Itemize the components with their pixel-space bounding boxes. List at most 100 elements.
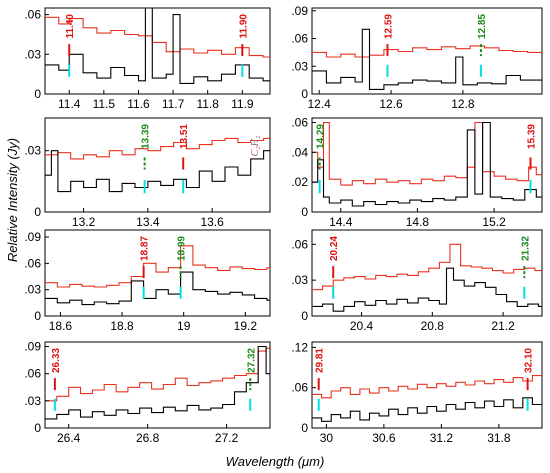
x-tick-label: 12.8	[451, 97, 475, 111]
y-tick-label: 0	[34, 421, 41, 435]
x-tick-label: 14.8	[406, 215, 430, 229]
x-tick-label: 26.8	[136, 431, 160, 445]
x-tick-label: 19.2	[234, 319, 258, 333]
series-red	[45, 137, 270, 160]
series-black	[312, 267, 542, 312]
series-black	[45, 345, 270, 420]
x-tick-label: 12.6	[379, 97, 403, 111]
x-tick-label: 11.4	[58, 97, 81, 111]
x-tick-label: 20.8	[421, 319, 445, 333]
y-tick-label: .04	[291, 145, 308, 159]
y-tick-label: .06	[291, 237, 308, 251]
series-black	[312, 121, 542, 207]
marker-label-27.32: 27.32	[246, 348, 257, 373]
x-tick-label: 19	[177, 319, 191, 333]
x-axis-title: Wavelength (μm)	[226, 454, 325, 469]
marker-label-13.39: 13.39	[141, 124, 152, 149]
x-tick-label: 11.7	[162, 97, 185, 111]
marker-label-32.10: 32.10	[524, 348, 535, 373]
x-tick-label: 30	[320, 431, 334, 445]
series-black	[312, 28, 542, 90]
y-tick-label: .06	[24, 256, 41, 270]
panel-frame	[311, 117, 543, 213]
panel-6: 20.24 21.32 20.4 20.8 21.2 0 .03 .06	[291, 229, 543, 333]
panel-2: 12.59 12.85 12.4 12.6 12.8 0 .03 .06 .09	[291, 4, 543, 111]
panel-8: 29.81 32.10 30 30.6 31.2 31.8 0 .06 .12	[291, 340, 543, 445]
y-tick-label: .02	[291, 175, 308, 189]
y-tick-label: 0	[34, 205, 41, 219]
x-tick-label: 31.8	[487, 431, 511, 445]
y-tick-label: .06	[291, 381, 308, 395]
series-red	[45, 347, 270, 402]
series-red	[312, 243, 542, 291]
marker-label-21.32: 21.32	[520, 236, 531, 261]
y-tick-label: .03	[24, 283, 41, 297]
x-tick-label: 21.2	[491, 319, 515, 333]
marker-label-18.99: 18.99	[177, 236, 188, 261]
y-tick-label: .03	[24, 47, 41, 61]
x-tick-label: 13.4	[136, 215, 160, 229]
y-tick-label: .03	[291, 273, 308, 287]
x-tick-label: 11.6	[127, 97, 150, 111]
y-tick-label: .03	[291, 59, 308, 73]
y-tick-label: 0	[34, 87, 41, 101]
y-axis-title: Relative Intensity (Jy)	[5, 138, 20, 262]
x-tick-label: 27.2	[215, 431, 239, 445]
panel-5: 18.87 18.99 18.6 18.8 19 19.2 0 .03 .06 .09	[24, 229, 271, 333]
x-tick-label: 12.4	[308, 97, 332, 111]
y-tick-label: .09	[24, 230, 41, 244]
series-red	[312, 45, 542, 58]
x-tick-label: 20.4	[350, 319, 374, 333]
series-black	[45, 8, 270, 84]
y-tick-label: .03	[24, 394, 41, 408]
marker-label-14.29: 14.29	[316, 124, 327, 149]
panel-frame	[44, 117, 271, 213]
marker-label-15.39: 15.39	[527, 124, 538, 149]
marker-label-18.87: 18.87	[140, 236, 151, 261]
x-tick-label: 15.2	[482, 215, 506, 229]
marker-label-12.85: 12.85	[477, 14, 488, 39]
y-tick-label: .06	[24, 367, 41, 381]
molecule-note: C₂H₂	[250, 135, 261, 156]
y-tick-label: 0	[301, 87, 308, 101]
y-tick-label: .09	[24, 340, 41, 354]
panel-7: 26.33 27.32 26.4 26.8 27.2 0 .03 .06 .09	[24, 340, 271, 445]
y-tick-label: 0	[301, 421, 308, 435]
series-black	[45, 150, 270, 193]
panel-4: 14.29 15.39 14.4 14.8 15.2 0 .02 .04 .06	[291, 115, 543, 229]
series-red	[45, 245, 270, 288]
y-tick-label: .09	[291, 4, 308, 18]
panel-frame	[44, 229, 271, 317]
marker-label-20.24: 20.24	[329, 236, 340, 261]
panel-frame	[44, 341, 271, 429]
y-tick-label: 0	[301, 309, 308, 323]
x-tick-label: 18.6	[49, 319, 73, 333]
series-red	[312, 375, 542, 399]
x-tick-label: 31.2	[430, 431, 454, 445]
marker-label-13.51: 13.51	[179, 124, 190, 149]
series-red	[312, 121, 542, 186]
x-tick-label: 11.5	[93, 97, 116, 111]
x-tick-label: 26.4	[57, 431, 81, 445]
y-tick-label: .06	[291, 32, 308, 46]
y-tick-label: .06	[291, 115, 308, 129]
y-tick-label: 0	[34, 309, 41, 323]
marker-label-11.40: 11.40	[65, 14, 76, 39]
y-tick-label: .03	[24, 144, 41, 158]
marker-label-29.81: 29.81	[315, 348, 326, 373]
x-tick-label: 11.9	[231, 97, 254, 111]
y-tick-label: .06	[24, 8, 41, 22]
x-tick-label: 14.4	[329, 215, 353, 229]
y-tick-label: 0	[301, 205, 308, 219]
panel-3: 13.39 13.51 C₂H₂ 13.2 13.4 13.6 0 .03	[24, 117, 271, 229]
marker-label-11.90: 11.90	[238, 14, 249, 39]
x-tick-label: 18.8	[110, 319, 134, 333]
x-tick-label: 13.2	[72, 215, 96, 229]
series-black	[312, 397, 542, 422]
x-tick-label: 30.6	[372, 431, 396, 445]
series-black	[45, 271, 270, 306]
marker-label-26.33: 26.33	[51, 348, 62, 373]
